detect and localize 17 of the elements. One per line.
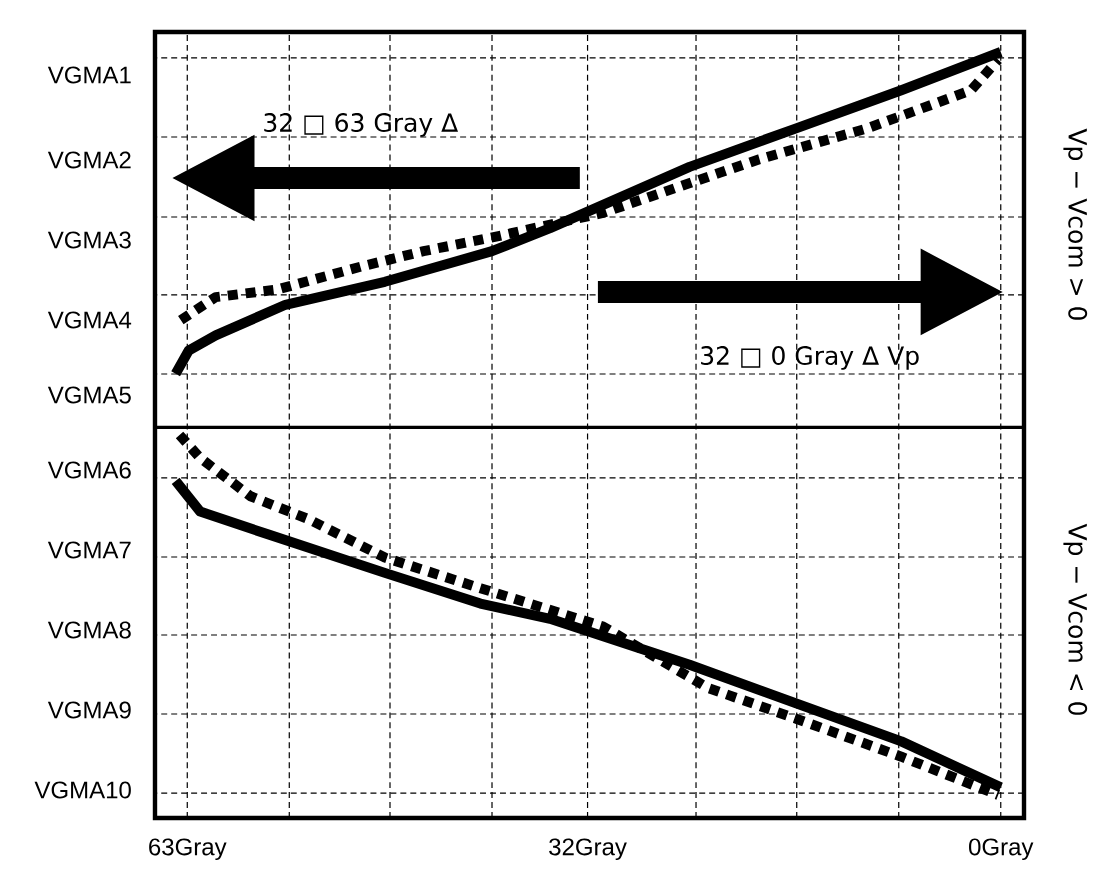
x-tick-label: 0Gray [969,838,1034,861]
text: VGMA5 [47,386,131,404]
x-tick-label: 63Gray [149,838,227,861]
text: VGMA7 [47,541,131,559]
text: VGMA2 [47,151,131,169]
annotation: 32 □ 0 Gray Δ Vp [701,346,919,370]
text: VGMA10 [34,781,131,799]
text: VGMA6 [47,461,131,479]
x-tick-label: 32Gray [549,838,627,861]
text: VGMA8 [47,621,131,639]
text: VGMA3 [47,231,131,249]
annotation: 32 □ 63 Gray Δ [264,113,459,137]
text: Vp − Vcom > 0 [1063,128,1088,320]
text: VGMA1 [47,66,131,84]
text: Vp − Vcom < 0 [1063,523,1088,715]
text: VGMA4 [47,311,132,329]
text: VGMA9 [47,701,131,719]
